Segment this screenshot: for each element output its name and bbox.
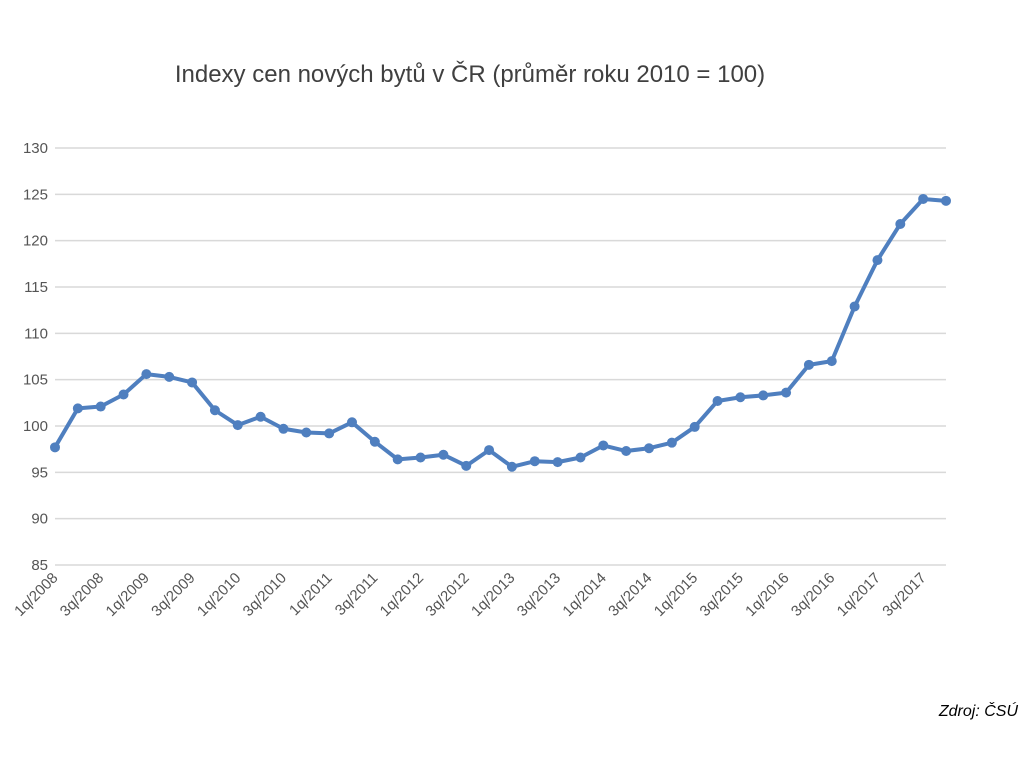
x-tick-label: 3q/2015 xyxy=(697,570,747,620)
x-tick-label: 1q/2009 xyxy=(103,570,153,620)
data-point xyxy=(301,427,312,438)
data-point xyxy=(666,437,677,448)
x-tick-label: 1q/2010 xyxy=(194,570,244,620)
x-tick-label: 1q/2015 xyxy=(651,570,701,620)
data-point xyxy=(255,411,266,422)
y-tick-label: 85 xyxy=(31,557,48,574)
y-tick-label: 130 xyxy=(23,140,48,157)
y-tick-label: 120 xyxy=(23,233,48,250)
data-point xyxy=(369,436,380,447)
x-tick-label: 3q/2010 xyxy=(240,570,290,620)
data-point xyxy=(895,218,906,229)
x-tick-label: 3q/2016 xyxy=(788,570,838,620)
data-point xyxy=(484,445,495,456)
data-point xyxy=(781,387,792,398)
y-tick-label: 100 xyxy=(23,418,48,435)
x-tick-label: 1q/2014 xyxy=(559,570,609,620)
gridlines xyxy=(55,147,946,566)
y-tick-label: 125 xyxy=(23,186,48,203)
data-point xyxy=(187,377,198,388)
series-layer xyxy=(50,193,951,472)
x-tick-label: 1q/2011 xyxy=(286,570,336,620)
data-point xyxy=(621,446,632,457)
data-point xyxy=(50,442,60,453)
data-point xyxy=(72,403,83,414)
data-point xyxy=(209,405,220,416)
data-point xyxy=(438,449,449,460)
x-tick-label: 1q/2012 xyxy=(377,570,427,620)
data-point xyxy=(735,392,746,403)
data-point xyxy=(232,420,243,431)
x-axis-ticks: 1q/20083q/20081q/20093q/20091q/20103q/20… xyxy=(11,570,930,620)
data-point xyxy=(872,255,883,266)
x-tick-label: 3q/2017 xyxy=(879,570,929,620)
data-point xyxy=(529,456,540,467)
y-tick-label: 115 xyxy=(24,279,48,296)
x-tick-label: 1q/2013 xyxy=(468,570,518,620)
y-axis-ticks: 85 90 95 100 105 110 115 120 125 130 xyxy=(23,140,48,574)
x-tick-label: 1q/2016 xyxy=(742,570,792,620)
data-point xyxy=(575,452,586,463)
data-point xyxy=(118,389,129,400)
x-tick-label: 3q/2014 xyxy=(605,570,655,620)
x-tick-label: 1q/2017 xyxy=(834,570,884,620)
data-point xyxy=(347,417,357,428)
data-point xyxy=(95,401,106,412)
y-tick-label: 95 xyxy=(31,464,48,481)
x-tick-label: 3q/2009 xyxy=(148,570,198,620)
data-point xyxy=(758,390,769,401)
data-point xyxy=(552,457,563,468)
series-line xyxy=(53,196,948,469)
data-point xyxy=(324,428,335,439)
data-point xyxy=(278,423,289,434)
data-point xyxy=(941,195,951,206)
data-point xyxy=(644,443,654,454)
x-tick-label: 3q/2013 xyxy=(514,570,564,620)
data-point xyxy=(415,452,426,463)
data-point xyxy=(849,301,860,312)
data-point xyxy=(392,454,403,465)
data-point xyxy=(506,461,517,472)
y-tick-label: 110 xyxy=(24,325,48,342)
data-point xyxy=(689,421,700,432)
data-point xyxy=(803,359,814,370)
data-point xyxy=(164,371,175,382)
x-tick-label: 1q/2008 xyxy=(11,570,61,620)
data-point xyxy=(141,369,152,380)
y-tick-label: 90 xyxy=(31,511,48,528)
data-point xyxy=(461,460,472,471)
data-point xyxy=(918,193,929,204)
data-point xyxy=(598,440,609,451)
data-point xyxy=(826,356,837,367)
data-point xyxy=(712,395,723,406)
x-tick-label: 3q/2008 xyxy=(57,570,107,620)
chart-title: Indexy cen nových bytů v ČR (průměr roku… xyxy=(175,60,765,88)
x-tick-label: 3q/2012 xyxy=(422,570,472,620)
x-tick-label: 3q/2011 xyxy=(332,570,382,620)
y-tick-label: 105 xyxy=(23,372,48,389)
source-note: Zdroj: ČSÚ xyxy=(938,701,1019,720)
